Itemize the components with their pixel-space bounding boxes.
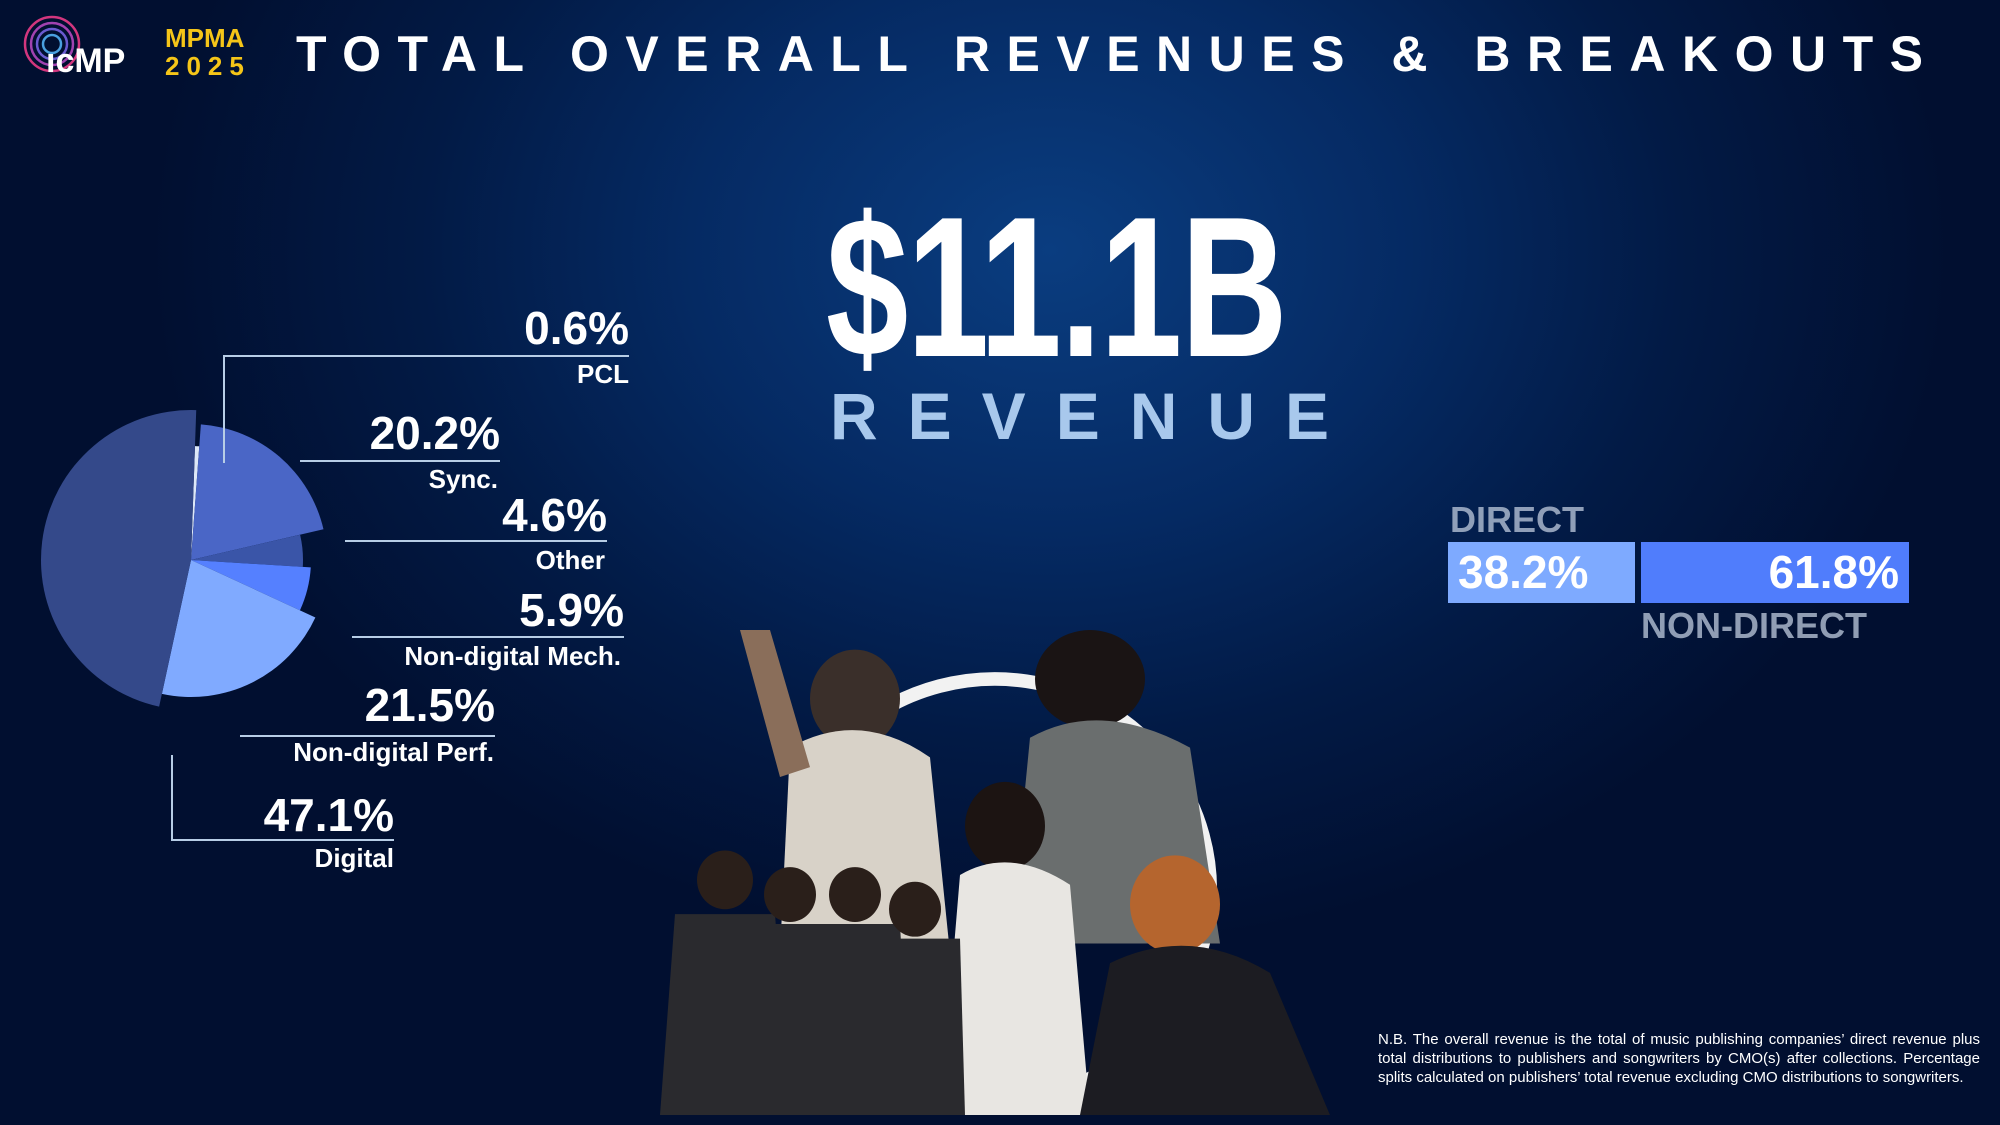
leader-line-pcl-vertical [223,355,225,463]
footnote: N.B. The overall revenue is the total of… [1378,1031,1980,1086]
pie-value-perf: 21.5% [364,679,495,731]
pie-slice-digital [40,409,197,707]
leader-line-sync [300,460,500,462]
svg-text:ıcMP: ıcMP [46,42,125,76]
leader-line-perf [240,735,495,737]
direct-label: DIRECT [1450,499,1584,540]
direct-bar: 38.2% [1448,542,1635,603]
pie-slice-other [191,534,303,567]
revenue-amount: $11.1B [826,176,1288,399]
non-direct-bar: 61.8% [1641,542,1909,603]
revenue-pie-chart [40,409,324,707]
page-title: TOTAL OVERALL REVENUES & BREAKOUTS [296,26,1940,82]
artists-photo-collage [660,630,1330,1115]
pie-value-mech: 5.9% [519,584,624,636]
pie-label-sync: Sync. [428,464,498,494]
pie-slice-pcl [191,446,200,560]
pie-label-pcl: PCL [577,359,629,389]
leader-line-pcl [224,355,629,357]
event-badge: MPMA 2025 [165,24,251,80]
leader-line-digital-vertical [171,755,173,841]
leader-line-digital [172,839,394,841]
event-year: 2025 [165,51,251,81]
pie-value-digital: 47.1% [263,789,394,841]
leader-line-mech [352,636,624,638]
revenue-label: REVENUE [830,379,1360,453]
pie-value-sync: 20.2% [369,407,500,459]
pie-slice-mech [191,560,311,611]
pie-value-other: 4.6% [502,489,607,541]
pie-label-mech: Non-digital Mech. [404,641,621,671]
artist-silhouettes [660,630,1330,1115]
event-name: MPMA [165,23,245,53]
pie-value-pcl: 0.6% [524,302,629,354]
leader-line-other [345,540,607,542]
pie-label-perf: Non-digital Perf. [293,737,494,767]
icmp-logo: ıcMP [23,15,125,76]
pie-slice-sync [191,424,324,560]
non-direct-label: NON-DIRECT [1641,605,1867,646]
pie-label-other: Other [535,545,605,575]
pie-label-digital: Digital [314,843,394,873]
pie-slice-perf [161,560,316,697]
